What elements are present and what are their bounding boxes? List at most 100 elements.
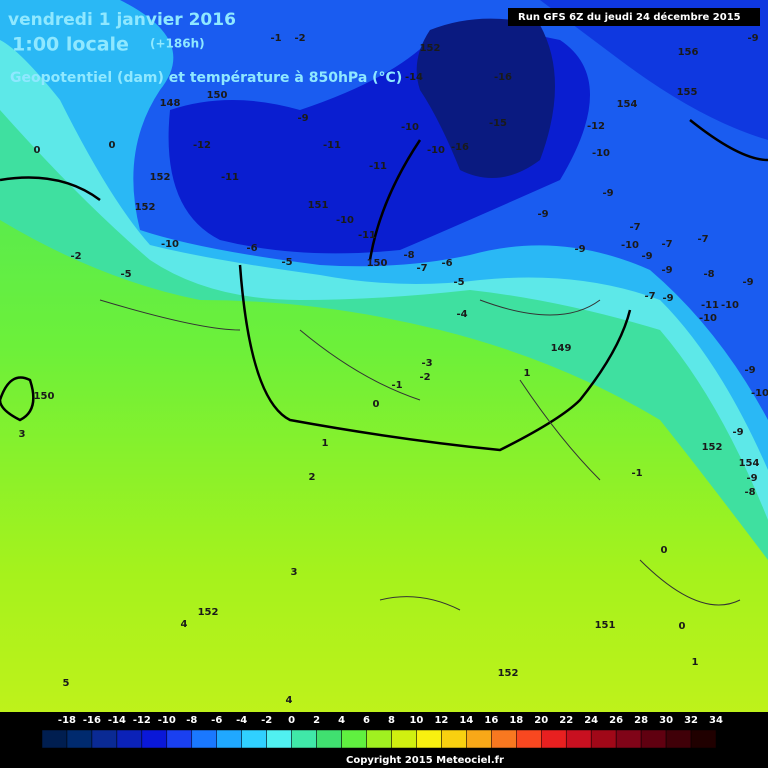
contour-label: 148 — [160, 98, 181, 109]
title-time: 1:00 locale — [12, 34, 129, 56]
contour-label: 152 — [702, 442, 723, 453]
colorbar-swatch — [191, 729, 217, 749]
contour-label: 0 — [34, 145, 41, 156]
contour-label: 152 — [498, 668, 519, 679]
contour-label: -2 — [70, 251, 81, 262]
contour-label: 4 — [286, 695, 293, 706]
colorbar-label: -10 — [158, 715, 176, 726]
contour-label: -11 — [323, 140, 341, 151]
contour-label: -9 — [297, 113, 308, 124]
coastlines — [99, 299, 741, 611]
contour-label: 149 — [551, 343, 572, 354]
contour-label: -15 — [489, 118, 507, 129]
colorbar-label: 18 — [509, 715, 523, 726]
contour-label: -9 — [661, 265, 672, 276]
contour-label: -7 — [629, 222, 640, 233]
contour-label: -14 — [405, 72, 423, 83]
contour-label: -9 — [662, 293, 673, 304]
contour-label: 156 — [678, 47, 699, 58]
colorbar-label: 16 — [484, 715, 498, 726]
northeast-zone — [540, 0, 768, 140]
colorbar-label: 14 — [459, 715, 473, 726]
colorbar-label: 12 — [434, 715, 448, 726]
contour-label: -9 — [574, 244, 585, 255]
contour-label: 152 — [420, 43, 441, 54]
title-date: vendredi 1 janvier 2016 — [8, 10, 236, 30]
colorbar-swatch — [166, 729, 193, 749]
contour-label: -1 — [270, 33, 281, 44]
colorbar-label: 24 — [584, 715, 598, 726]
contour-label: 0 — [679, 621, 686, 632]
contour-label: 1 — [692, 657, 699, 668]
colorbar-swatch — [391, 729, 417, 749]
colorbar-swatch — [690, 729, 717, 749]
contour-label: -1 — [631, 468, 642, 479]
contour-label: 150 — [367, 258, 388, 269]
contour-label: 0 — [373, 399, 380, 410]
contour-label: -5 — [453, 277, 464, 288]
colorbar-swatch — [241, 729, 267, 749]
contour-label: 152 — [135, 202, 156, 213]
contour-label: -6 — [441, 258, 452, 269]
contour-label: -16 — [494, 72, 512, 83]
contour-label: -9 — [746, 473, 757, 484]
contour-label: 152 — [150, 172, 171, 183]
contour-label: 150 — [207, 90, 228, 101]
colorbar-swatch — [541, 729, 567, 749]
colorbar-swatch — [66, 729, 93, 749]
contour-label: -9 — [744, 365, 755, 376]
colorbar-label: 2 — [313, 715, 320, 726]
colorbar-swatch — [516, 729, 542, 749]
colorbar-label: 34 — [709, 715, 723, 726]
contour-label: -9 — [732, 427, 743, 438]
contour-label: 5 — [63, 678, 70, 689]
contour-label: -10 — [621, 240, 639, 251]
contour-label: -5 — [281, 257, 292, 268]
colorbar-swatch — [366, 729, 392, 749]
colorbar-label: -4 — [236, 715, 247, 726]
isotherm-zero — [0, 119, 768, 452]
contour-label: -6 — [246, 243, 257, 254]
contour-label: -10 — [751, 388, 768, 399]
colorbar-label: -6 — [211, 715, 222, 726]
colorbar-swatch — [466, 729, 492, 749]
contour-label: -2 — [294, 33, 305, 44]
contour-label: -11 — [221, 172, 239, 183]
colorbar-swatch — [640, 729, 667, 749]
contour-label: 1 — [322, 438, 329, 449]
contour-label: 154 — [617, 99, 638, 110]
colorbar-label: 4 — [338, 715, 345, 726]
contour-label: -11 — [358, 230, 376, 241]
contour-label: 3 — [19, 429, 26, 440]
contour-label: -3 — [421, 358, 432, 369]
contour-label: -12 — [193, 140, 211, 151]
contour-label: 3 — [291, 567, 298, 578]
title-lead: (+186h) — [150, 37, 205, 51]
contour-label: 4 — [181, 619, 188, 630]
colorbar-label: 10 — [409, 715, 423, 726]
colorbar-label: 0 — [288, 715, 295, 726]
contour-label: -10 — [336, 215, 354, 226]
run-banner — [508, 8, 760, 26]
contour-label: -11 — [701, 300, 719, 311]
contour-label: -7 — [644, 291, 655, 302]
contour-label: -2 — [419, 372, 430, 383]
colorbar-swatch — [116, 729, 143, 749]
title-field: Geopotentiel (dam) et température à 850h… — [10, 70, 402, 86]
contour-label: 151 — [595, 620, 616, 631]
colorbar-swatch — [216, 729, 242, 749]
colorbar-swatch — [41, 729, 68, 749]
contour-label: -5 — [120, 269, 131, 280]
colorbar-label: -16 — [83, 715, 101, 726]
colorbar-label: -18 — [58, 715, 76, 726]
colorbar-label: 32 — [684, 715, 698, 726]
colorbar-label: 20 — [534, 715, 548, 726]
contour-label: -10 — [721, 300, 739, 311]
colorbar-swatch — [491, 729, 517, 749]
contour-label: -9 — [641, 251, 652, 262]
contour-label: -7 — [416, 263, 427, 274]
contour-label: -8 — [703, 269, 714, 280]
colorbar-swatch — [565, 729, 592, 749]
contour-label: -9 — [742, 277, 753, 288]
